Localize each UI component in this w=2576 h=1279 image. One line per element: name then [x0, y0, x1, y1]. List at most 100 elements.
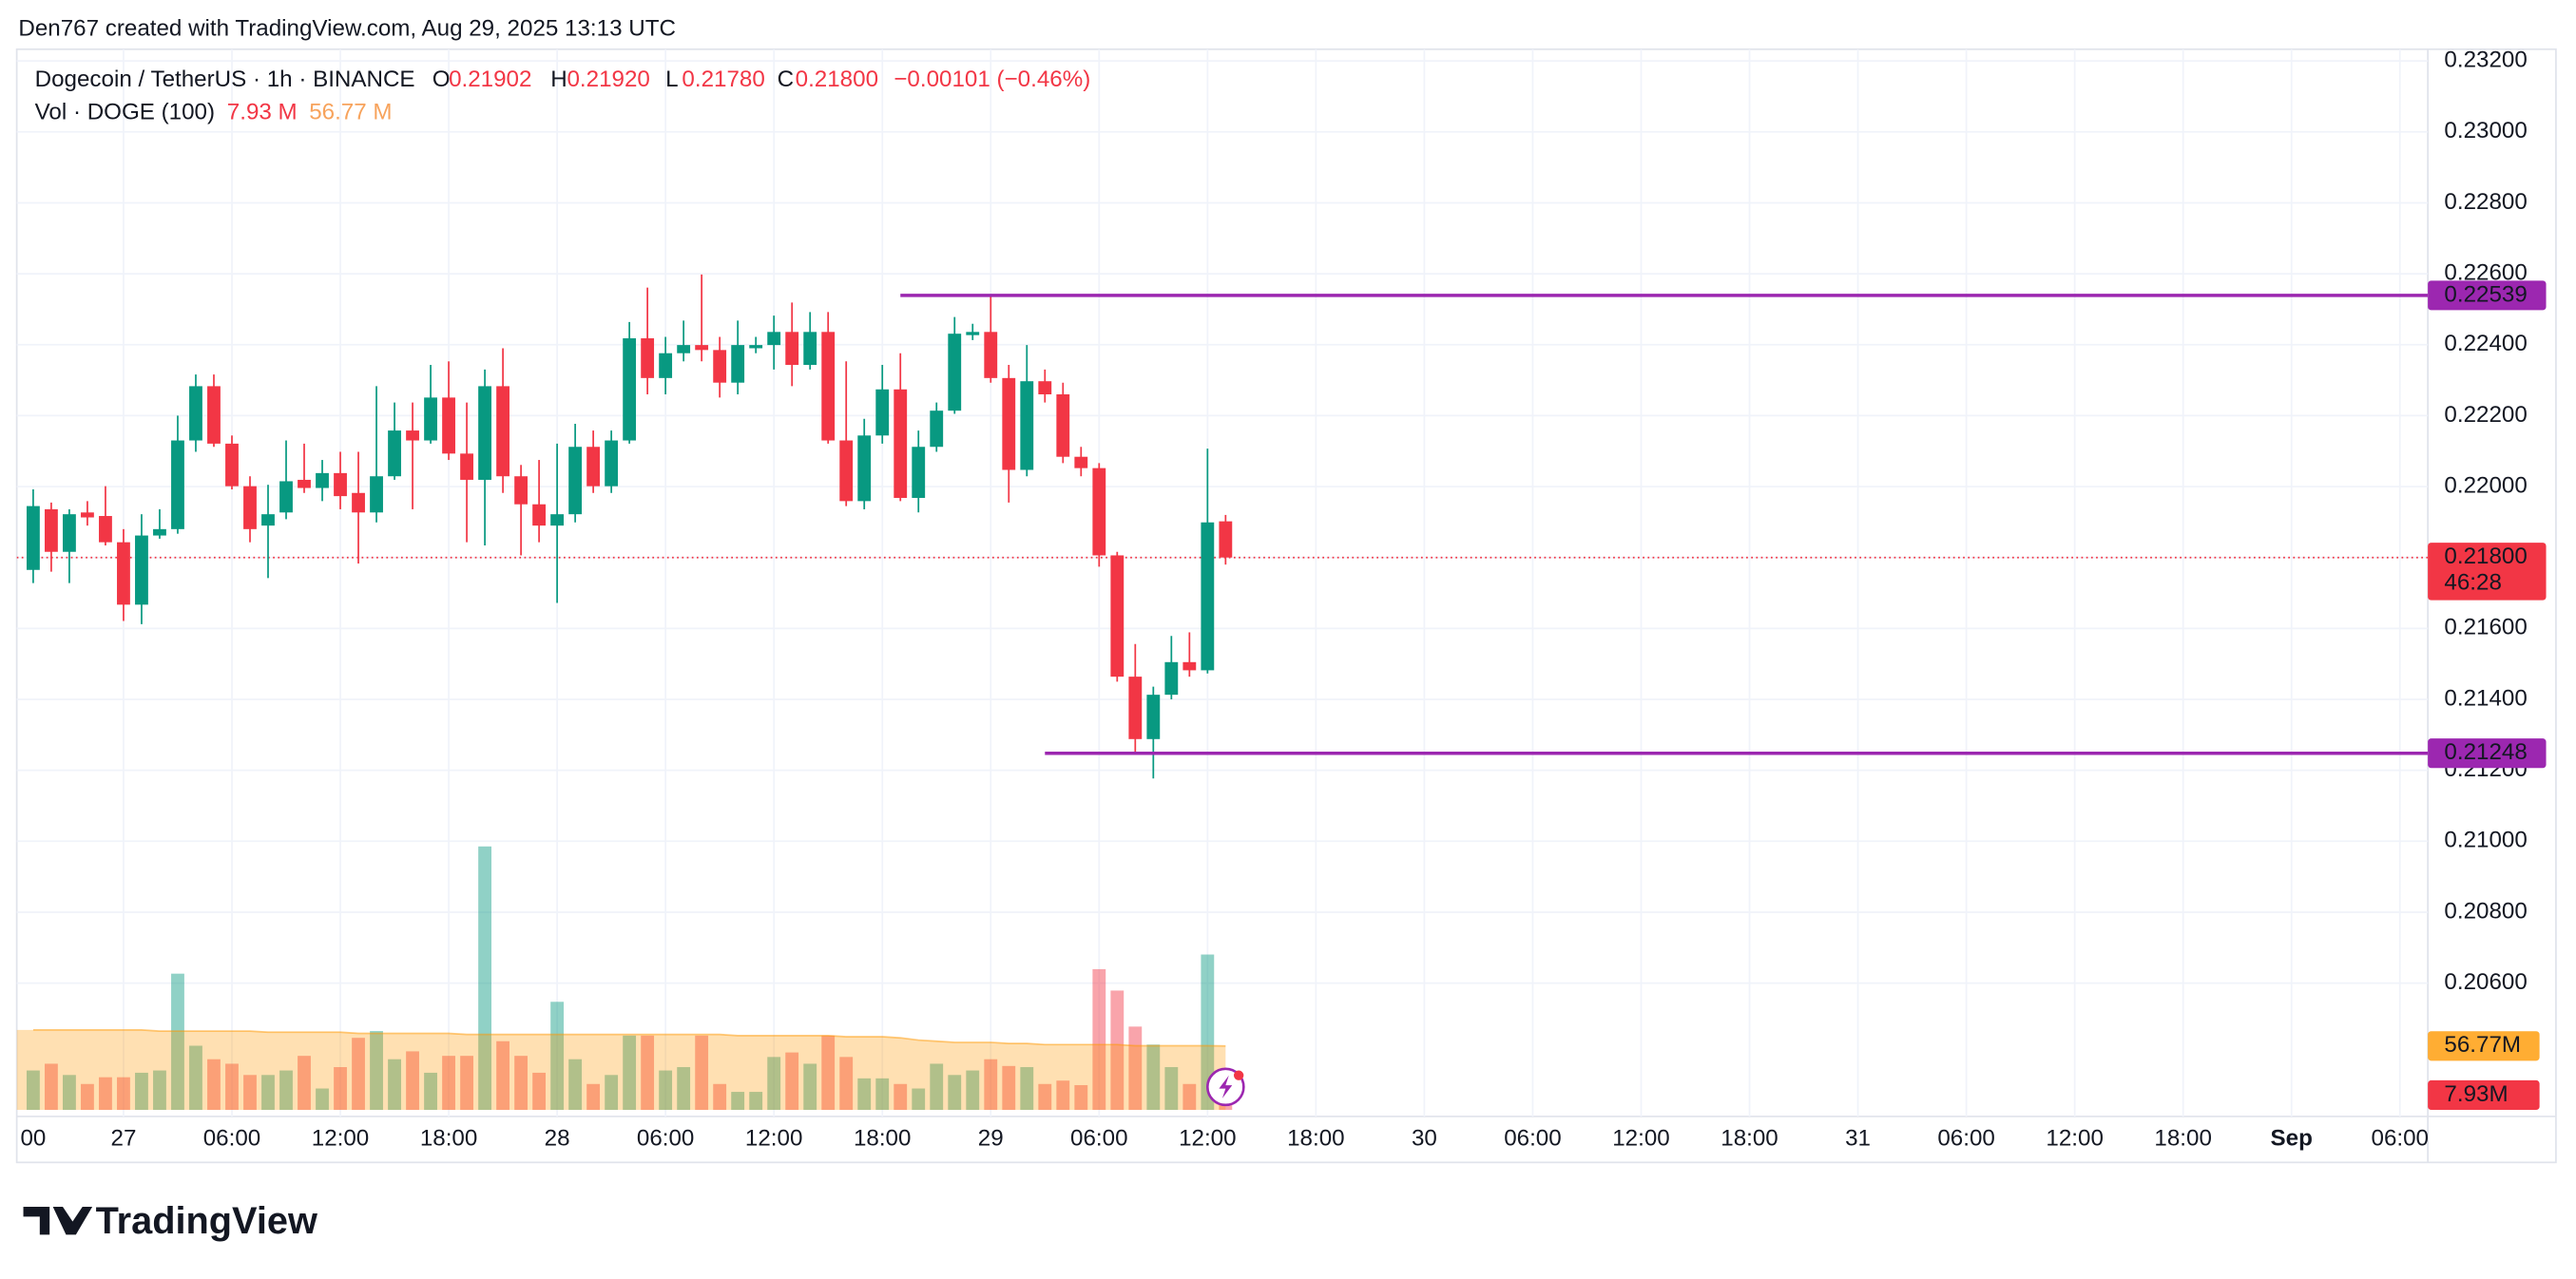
plot-area: [16, 274, 2429, 1111]
alert-icon-bolt: [1219, 1075, 1233, 1098]
volume-bar: [1146, 1044, 1161, 1111]
level-tag-label: 0.21248: [2444, 739, 2527, 765]
x-tick-label: 06:00: [1504, 1126, 1561, 1152]
volume-bar: [803, 1063, 817, 1111]
candle-body: [875, 389, 890, 436]
volume-bar: [857, 1078, 872, 1111]
volume-bar: [460, 1056, 473, 1111]
candle-body: [767, 332, 781, 346]
volume-bar: [370, 1031, 383, 1111]
level-tag-label: 0.22539: [2444, 281, 2527, 307]
volume-ma-area-fill: [16, 1029, 1226, 1111]
volume-bar: [966, 1070, 980, 1111]
volume-tag-label: 56.77M: [2444, 1032, 2521, 1058]
candle-body: [984, 332, 998, 378]
volume-bar: [1128, 1026, 1143, 1111]
candle-body: [912, 447, 926, 498]
candle-body: [1182, 661, 1197, 671]
volume-bar: [316, 1088, 329, 1111]
ohlc-value: 0.21800: [796, 67, 878, 92]
axes: 0.232000.230000.228000.226000.224000.222…: [20, 48, 2547, 1152]
candle-body: [225, 443, 239, 487]
volume-bar: [586, 1083, 601, 1111]
x-tick-label: 18:00: [1287, 1126, 1344, 1152]
candle-body: [623, 338, 637, 441]
x-tick-label: 18:00: [1721, 1126, 1778, 1152]
candle-body: [1074, 456, 1088, 468]
price-change: −0.00101 (−0.46%): [894, 67, 1090, 92]
candle-body: [586, 447, 601, 487]
volume-bar: [406, 1051, 419, 1111]
candle-body: [930, 410, 944, 448]
volume-tag: [2428, 1031, 2540, 1061]
x-tick-label: Sep: [2271, 1126, 2313, 1152]
pane-border: [15, 48, 2557, 1164]
candle-body: [1020, 381, 1034, 470]
volume-bar: [1020, 1067, 1034, 1111]
logo-mark: [23, 1206, 93, 1235]
alert-icon[interactable]: [1206, 1067, 1245, 1107]
candle-body: [171, 440, 184, 529]
volume-title: Vol · DOGE (100): [35, 100, 215, 125]
volume-bar: [984, 1059, 998, 1111]
candle-body: [153, 528, 166, 536]
ohlc-key: H: [550, 67, 567, 92]
candle-body: [605, 440, 619, 487]
candle-body: [478, 386, 491, 480]
volume-bar: [261, 1075, 275, 1111]
candle-body: [189, 386, 202, 441]
candle-body: [424, 397, 437, 441]
volume-bar: [532, 1072, 547, 1111]
volume-bar: [442, 1056, 455, 1111]
candle-body: [27, 506, 40, 570]
volume-bar: [605, 1075, 619, 1111]
candle-body: [298, 479, 311, 488]
ohlc-key: C: [778, 67, 794, 92]
x-tick-label: 06:00: [1937, 1126, 1995, 1152]
candle-body: [370, 476, 383, 513]
volume-bar: [731, 1092, 745, 1111]
candle-body: [514, 476, 529, 505]
ohlc-key: O: [433, 67, 451, 92]
volume-bar: [785, 1052, 799, 1111]
volume-bar: [767, 1057, 781, 1111]
footer-logo: TradingView: [23, 1200, 317, 1242]
candle-body: [279, 481, 293, 513]
x-tick-label: 06:00: [1070, 1126, 1128, 1152]
candle-body: [1002, 377, 1016, 470]
candle-body: [568, 447, 583, 515]
candle-body: [966, 332, 980, 335]
volume-bar: [623, 1035, 637, 1111]
candle-body: [388, 430, 401, 477]
x-tick-label: 06:00: [2372, 1126, 2430, 1152]
level-tag: [2428, 280, 2547, 311]
candle-body: [1219, 521, 1233, 558]
candle-body: [406, 430, 419, 441]
volume-bar: [550, 1002, 565, 1111]
x-tick-label: 12:00: [312, 1126, 370, 1152]
volume-bar: [1074, 1084, 1088, 1111]
candle-body: [1201, 522, 1215, 671]
volume-bar: [1110, 990, 1125, 1111]
candle-body: [334, 472, 347, 497]
y-tick-label: 0.21000: [2444, 828, 2527, 853]
y-tick-label: 0.20600: [2444, 969, 2527, 995]
x-tick-label: 12:00: [1179, 1126, 1237, 1152]
x-tick-label: 12:00: [1612, 1126, 1670, 1152]
volume-tag: [2428, 1079, 2540, 1111]
ohlc-key: L: [665, 67, 678, 92]
volume-bar: [45, 1063, 58, 1111]
y-tick-label: 0.23000: [2444, 118, 2527, 143]
volume-bar: [298, 1056, 311, 1111]
volume-bar: [1092, 968, 1106, 1111]
ohlc-value: 0.21780: [682, 67, 764, 92]
y-tick-label: 0.21400: [2444, 685, 2527, 711]
volume-bar: [1201, 954, 1215, 1111]
candle-body: [1128, 677, 1143, 739]
volume-bar: [243, 1075, 257, 1111]
volume-bar: [948, 1075, 962, 1111]
candle-body: [839, 440, 854, 502]
y-tick-label: 0.22000: [2444, 472, 2527, 498]
